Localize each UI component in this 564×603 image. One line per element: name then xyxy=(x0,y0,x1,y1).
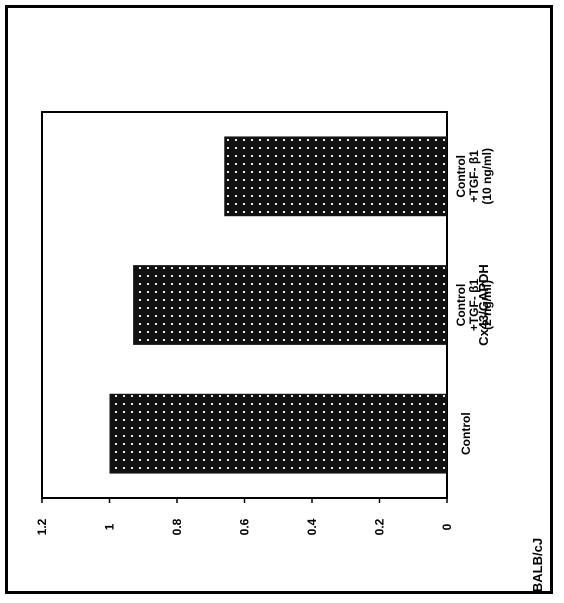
value-axis-title: Cx43/GAPDH xyxy=(476,264,491,346)
value-tick-label: 0.4 xyxy=(305,518,319,535)
value-tick-label: 1 xyxy=(103,523,117,530)
category-label-2-line-1: +TGF- β1 xyxy=(467,150,481,203)
category-label-1-line-0: Control xyxy=(454,284,468,327)
value-tick-label: 0 xyxy=(440,523,454,530)
value-tick-label: 0.2 xyxy=(373,518,387,535)
category-label-2-line-0: Control xyxy=(454,155,468,198)
value-tick-label: 0.8 xyxy=(170,518,184,535)
figure-frame xyxy=(5,5,553,594)
bars-group xyxy=(109,136,447,474)
bar-0 xyxy=(109,393,447,474)
value-tick-label: 1.2 xyxy=(35,518,49,535)
value-tick-label: 0.6 xyxy=(238,518,252,535)
category-label-1-line-2: (2 ng/ml) xyxy=(480,280,494,330)
bar-2 xyxy=(224,136,447,217)
value-axis-ticks: 0 0.2 0.4 0.6 0.8 1 1.2 xyxy=(35,498,454,535)
category-label-0-line-0: Control xyxy=(459,412,473,455)
category-label-2-line-2: (10 ng/ml) xyxy=(480,148,494,205)
footer-label: BALB/cJ xyxy=(530,538,545,592)
bar-1 xyxy=(133,265,447,345)
category-label-1-line-1: +TGF- β1 xyxy=(467,279,481,332)
